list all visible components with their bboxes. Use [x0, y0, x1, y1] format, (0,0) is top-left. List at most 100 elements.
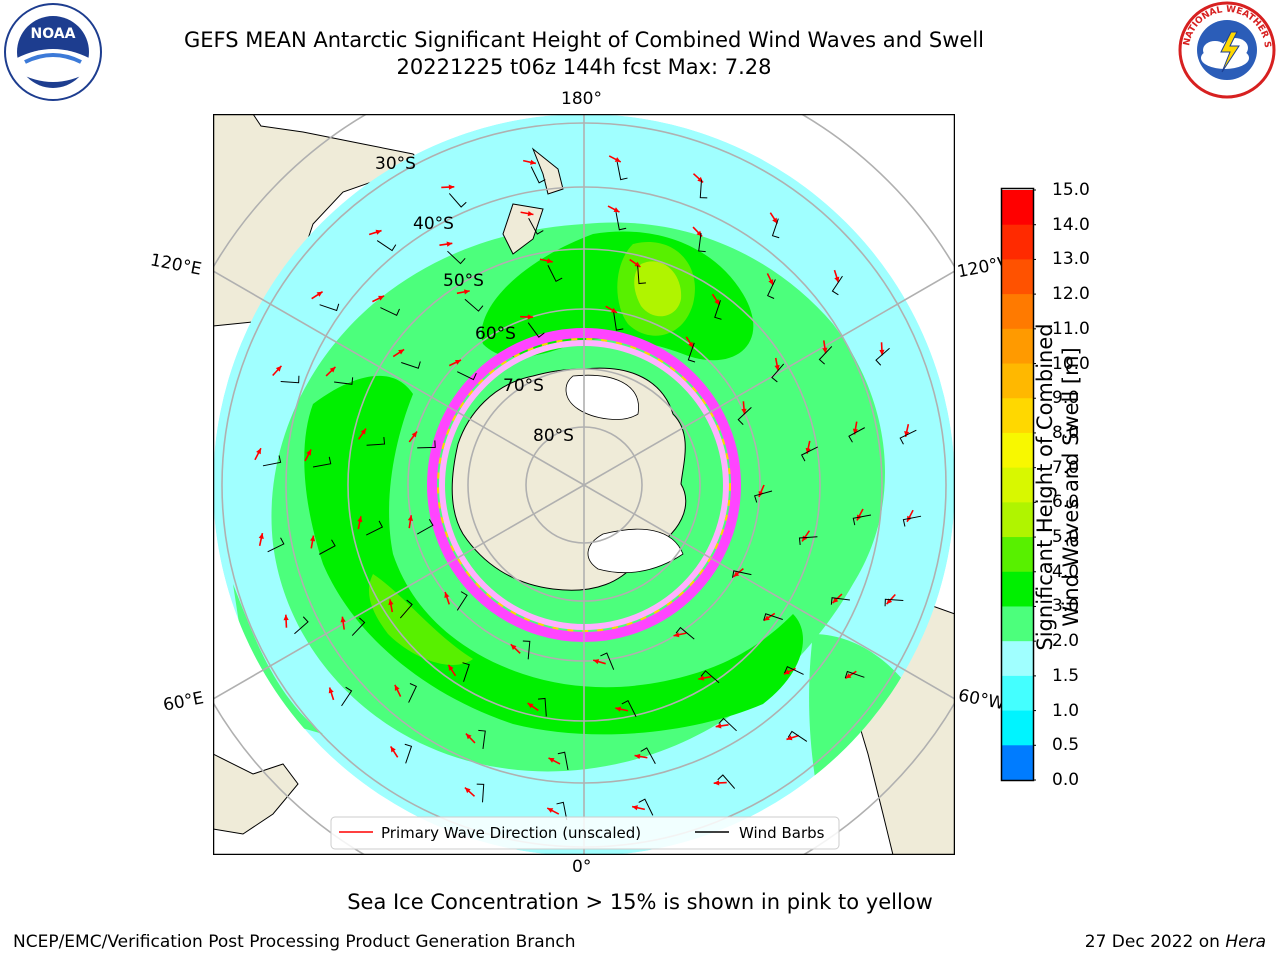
- wave-arrow-head: [309, 535, 316, 542]
- wave-arrow-head: [634, 753, 641, 760]
- wave-arrow-head: [340, 616, 346, 623]
- colorbar-label: Significant Height of Combined Wind Wave…: [1032, 297, 1084, 677]
- wave-direction-arrows: [254, 155, 914, 815]
- wave-arrow-head: [634, 261, 641, 267]
- chart-title: GEFS MEAN Antarctic Significant Height o…: [183, 28, 985, 52]
- wave-arrow-head: [698, 675, 705, 681]
- colorbar-cell: [1002, 259, 1033, 295]
- wave-arrow-head: [360, 428, 366, 435]
- wave-arrow-head: [613, 207, 620, 213]
- wind-barb: [401, 361, 421, 369]
- colorbar-tick-label: 11.0: [1052, 318, 1090, 339]
- wave-arrow-head: [407, 515, 414, 521]
- wind-barb: [875, 347, 890, 366]
- wave-arrow-head: [258, 533, 264, 539]
- wind-barb: [763, 613, 783, 621]
- wave-arrow-head: [763, 615, 770, 621]
- wind-barb: [798, 536, 818, 545]
- lat-label-60s: 60°S: [475, 324, 516, 344]
- lon-label-60e: 60°E: [161, 688, 206, 716]
- wind-barb: [312, 456, 332, 468]
- wind-barb: [700, 670, 720, 684]
- colorbar-cell: [1002, 224, 1033, 260]
- wind-barb: [638, 798, 654, 816]
- wave-arrow-head: [772, 217, 778, 224]
- colorbar-tick-label: 10.0: [1052, 353, 1090, 374]
- colorbar-tick-label: 15.0: [1052, 180, 1090, 200]
- wave-arrow-head: [879, 349, 885, 356]
- wind-barb: [448, 193, 467, 208]
- wind-barb: [280, 375, 300, 384]
- wave-arrow-head: [593, 659, 600, 665]
- colorbar-cell: [1002, 571, 1033, 607]
- wave-field-6-7m: [634, 261, 682, 317]
- colorbar-tick-label: 13.0: [1052, 249, 1090, 270]
- map-frame: [213, 114, 955, 855]
- wind-barb: [784, 666, 804, 675]
- wind-barb: [800, 446, 818, 462]
- wave-arrow-head: [530, 159, 536, 165]
- wind-barb: [476, 783, 485, 803]
- nws-logo: NATIONAL WEATHER SERVICE: [1177, 0, 1276, 99]
- colorbar-cell: [1002, 432, 1033, 469]
- wave-arrow-head: [845, 673, 852, 679]
- colorbar-tick-label: 7.0: [1052, 457, 1080, 478]
- wind-barb: [530, 166, 546, 184]
- wind-barb: [718, 717, 737, 732]
- wind-barb: [717, 774, 736, 789]
- colorbar-tick-label: 6.0: [1052, 492, 1080, 513]
- wind-barb: [848, 427, 865, 443]
- colorbar-cell: [1002, 710, 1033, 746]
- wave-arrow-head: [275, 365, 282, 372]
- polar-map: 30°S 40°S 50°S 60°S 70°S 80°S Primary Wa…: [213, 114, 955, 855]
- colorbar-cell: [1002, 328, 1033, 365]
- lon-label-120e: 120°E: [148, 250, 204, 280]
- wind-barb: [621, 699, 637, 717]
- colorbar-tick-label: 14.0: [1052, 214, 1090, 235]
- wind-barb: [844, 670, 865, 679]
- colorbar-cell: [1002, 467, 1033, 503]
- wind-barb: [899, 429, 917, 445]
- footer-host: Hera: [1225, 932, 1266, 952]
- lat-label-30s: 30°S: [375, 154, 416, 174]
- lon-label-60w: 60°W: [956, 685, 1007, 715]
- wind-barb: [334, 377, 354, 385]
- wind-barb: [464, 298, 484, 312]
- wind-barb: [637, 265, 646, 285]
- wind-barb: [767, 279, 776, 299]
- wind-barb: [831, 275, 843, 296]
- wave-arrow-head: [715, 723, 722, 729]
- wind-barb: [399, 599, 413, 619]
- wind-barb: [699, 179, 708, 199]
- wave-arrow-head: [316, 291, 323, 297]
- colorbar-tick-label: 0.5: [1052, 735, 1080, 756]
- wind-barb: [547, 265, 563, 283]
- wave-arrow-head: [802, 535, 808, 542]
- wind-barb: [351, 617, 366, 636]
- wave-arrow-head: [713, 780, 720, 786]
- wind-barb: [522, 640, 531, 660]
- wind-barb: [771, 363, 785, 383]
- wind-barb: [528, 218, 544, 235]
- land-new-zealand: [502, 147, 564, 255]
- wave-arrow-head: [357, 516, 363, 523]
- legend-wave-label: Primary Wave Direction (unscaled): [381, 824, 641, 842]
- wind-barb: [478, 729, 486, 749]
- wave-arrow-head: [786, 735, 793, 741]
- colorbar-tick-label: 1.5: [1052, 665, 1080, 686]
- wind-barb: [417, 440, 436, 449]
- wave-arrow-head: [465, 733, 472, 740]
- wave-arrow-head: [411, 431, 418, 438]
- wave-arrow-head: [448, 184, 455, 190]
- wind-barb: [640, 747, 656, 764]
- wave-arrow-head: [688, 341, 694, 348]
- lat-label-80s: 80°S: [533, 426, 574, 446]
- wind-barb: [447, 250, 466, 265]
- colorbar-cell: [1002, 398, 1033, 434]
- wind-barb: [408, 683, 417, 703]
- colorbar-cell: [1002, 641, 1033, 677]
- wind-barb: [787, 730, 808, 742]
- wave-arrow-head: [394, 684, 400, 691]
- wave-arrow-head: [546, 258, 553, 264]
- wave-arrow-head: [834, 276, 840, 283]
